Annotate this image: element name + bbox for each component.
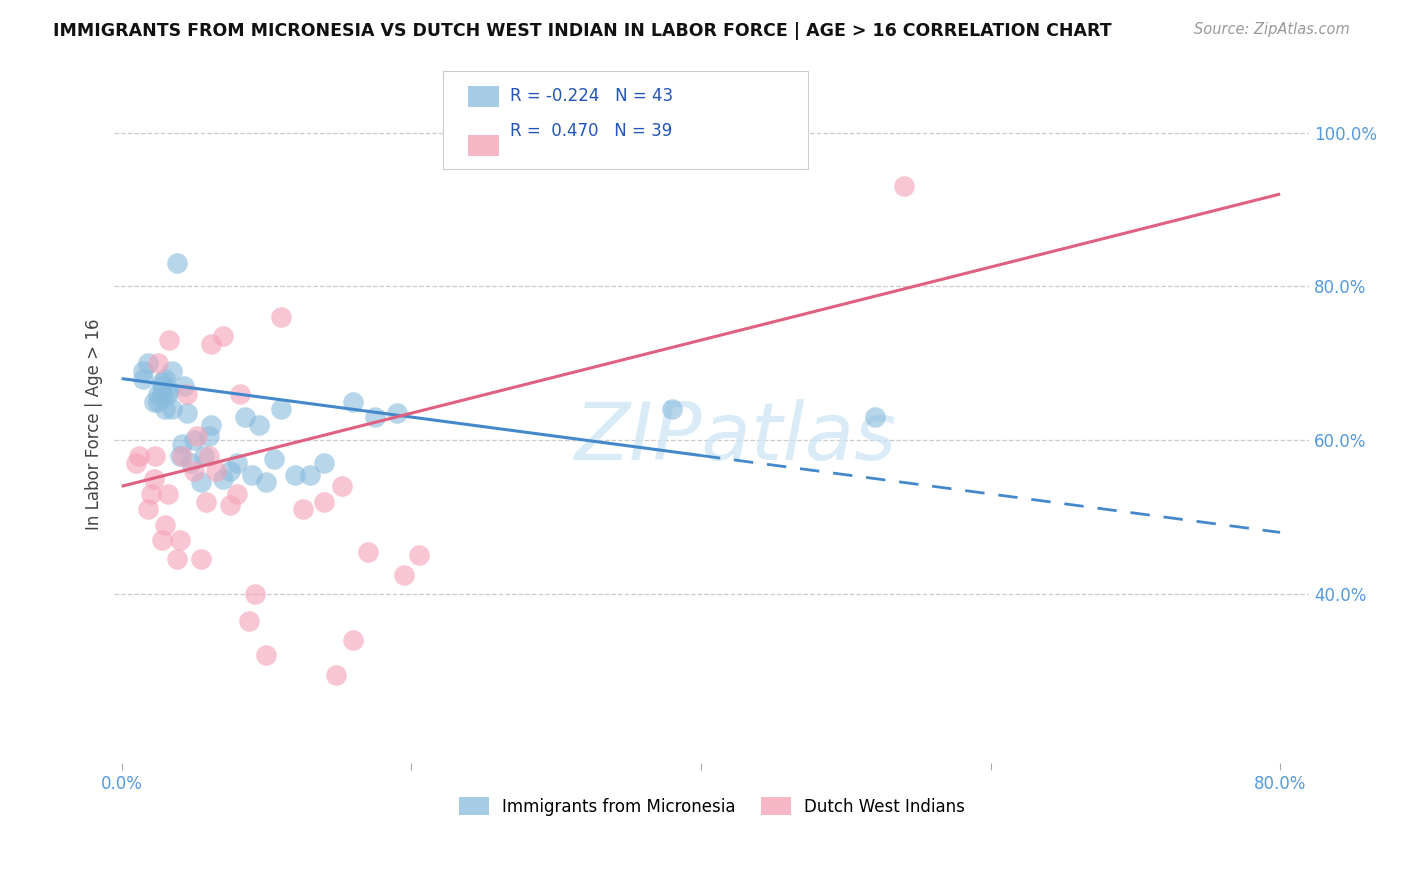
Point [219, 499, 242, 513]
Point [125, 456, 148, 470]
Point [226, 456, 249, 470]
Point [298, 467, 321, 482]
Point [169, 449, 191, 463]
Point [128, 449, 150, 463]
Point [314, 494, 336, 508]
Point [150, 379, 173, 393]
Point [893, 179, 915, 194]
Point [183, 433, 205, 447]
Point [159, 333, 181, 347]
Point [256, 475, 278, 490]
Point [240, 467, 263, 482]
Point [169, 533, 191, 547]
Point [156, 387, 179, 401]
Point [132, 364, 155, 378]
Point [204, 464, 226, 478]
Text: Source: ZipAtlas.com: Source: ZipAtlas.com [1194, 22, 1350, 37]
Point [176, 387, 198, 401]
Point [153, 371, 176, 385]
Point [263, 452, 285, 467]
Point [247, 417, 270, 432]
Point [162, 402, 184, 417]
Point [193, 449, 215, 463]
Point [392, 567, 415, 582]
Point [132, 371, 155, 385]
Text: R =  0.470   N = 39: R = 0.470 N = 39 [510, 122, 672, 140]
Point [176, 406, 198, 420]
Point [342, 633, 364, 648]
Point [238, 614, 260, 628]
Point [325, 667, 347, 681]
Point [142, 472, 165, 486]
Point [180, 456, 202, 470]
Point [190, 475, 212, 490]
Point [183, 464, 205, 478]
Point [863, 410, 886, 425]
Point [166, 256, 188, 270]
Point [194, 494, 217, 508]
Point [270, 310, 292, 324]
Point [166, 552, 188, 566]
Text: R = -0.224   N = 43: R = -0.224 N = 43 [510, 87, 673, 105]
Point [197, 449, 219, 463]
Y-axis label: In Labor Force | Age > 16: In Labor Force | Age > 16 [86, 319, 103, 531]
Point [172, 449, 194, 463]
Point [150, 376, 173, 390]
Point [314, 456, 336, 470]
Point [136, 502, 159, 516]
Point [153, 402, 176, 417]
Point [150, 533, 173, 547]
Point [243, 587, 266, 601]
Point [229, 387, 252, 401]
Point [256, 648, 278, 663]
Point [139, 487, 162, 501]
Point [159, 383, 181, 397]
Point [270, 402, 292, 417]
Point [146, 356, 169, 370]
Point [156, 487, 179, 501]
Point [197, 429, 219, 443]
Point [200, 337, 222, 351]
Point [173, 379, 195, 393]
Point [146, 387, 169, 401]
Point [186, 429, 208, 443]
Point [136, 356, 159, 370]
Point [142, 394, 165, 409]
Point [190, 552, 212, 566]
Point [291, 502, 314, 516]
Point [661, 402, 683, 417]
Point [385, 406, 408, 420]
Point [212, 329, 235, 343]
Legend: Immigrants from Micronesia, Dutch West Indians: Immigrants from Micronesia, Dutch West I… [453, 790, 972, 822]
Point [284, 467, 307, 482]
Point [357, 544, 380, 558]
Point [143, 449, 166, 463]
Point [330, 479, 353, 493]
Point [200, 417, 222, 432]
Point [150, 387, 173, 401]
Point [342, 394, 364, 409]
Point [233, 410, 256, 425]
Text: ZIPatlas: ZIPatlas [575, 400, 897, 477]
Point [162, 364, 184, 378]
Point [153, 517, 176, 532]
Point [226, 487, 249, 501]
Point [146, 394, 169, 409]
Point [408, 549, 430, 563]
Point [172, 437, 194, 451]
Point [219, 464, 242, 478]
Point [364, 410, 387, 425]
Text: IMMIGRANTS FROM MICRONESIA VS DUTCH WEST INDIAN IN LABOR FORCE | AGE > 16 CORREL: IMMIGRANTS FROM MICRONESIA VS DUTCH WEST… [53, 22, 1112, 40]
Point [212, 472, 235, 486]
